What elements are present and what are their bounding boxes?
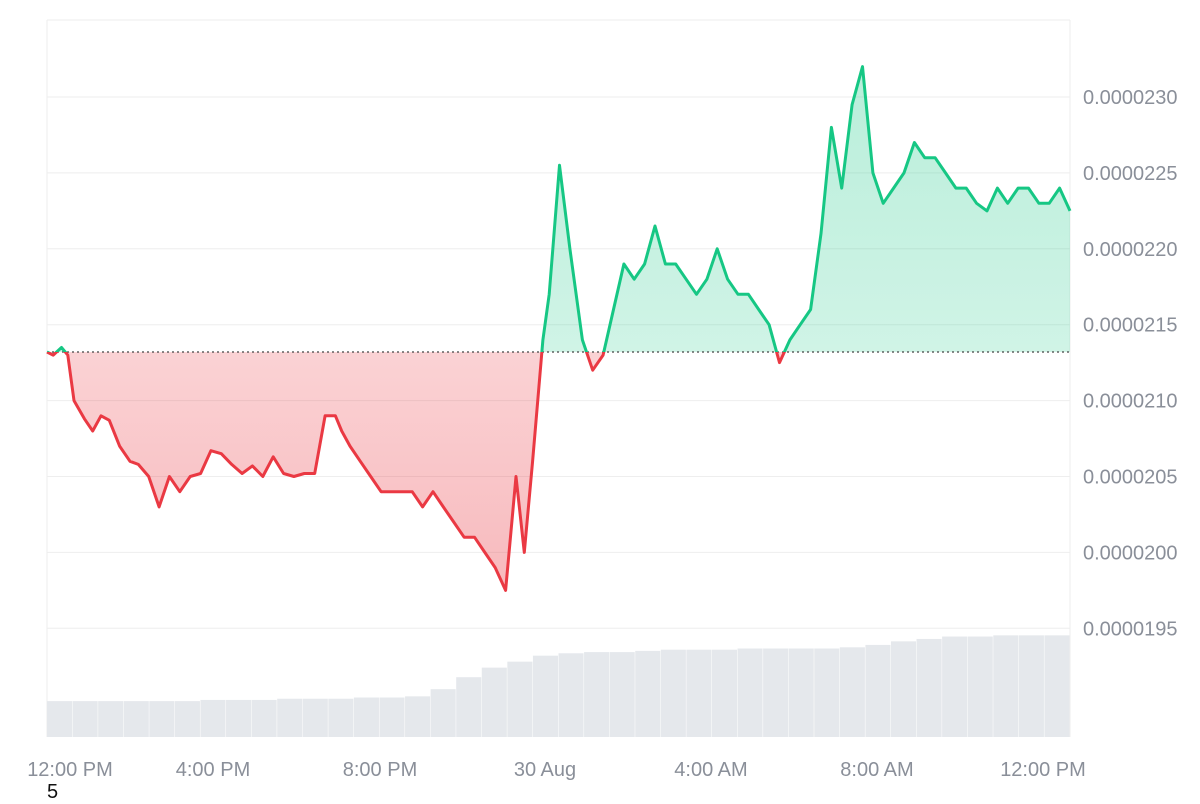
volume-bar bbox=[72, 701, 98, 737]
volume-bar bbox=[660, 649, 686, 737]
x-tick-label: 8:00 PM bbox=[343, 759, 417, 781]
volume-bar bbox=[993, 635, 1019, 737]
volume-bar bbox=[532, 655, 558, 737]
y-tick-label: 0.0000220 bbox=[1083, 239, 1178, 261]
y-tick-label: 0.0000230 bbox=[1083, 87, 1178, 109]
volume-bar bbox=[353, 697, 379, 737]
y-tick-label: 0.0000200 bbox=[1083, 542, 1178, 564]
volume-bar bbox=[737, 648, 763, 737]
price-area bbox=[47, 66, 1070, 591]
volume-bar bbox=[174, 701, 200, 737]
volume-bar bbox=[942, 636, 968, 737]
volume-bar bbox=[507, 661, 533, 737]
volume-bar bbox=[967, 636, 993, 737]
volume-bar bbox=[405, 696, 431, 737]
volume-bar bbox=[584, 652, 610, 737]
volume-bar bbox=[814, 648, 840, 737]
volume-bar bbox=[686, 649, 712, 737]
y-tick-label: 0.0000195 bbox=[1083, 618, 1178, 640]
volume-bar bbox=[123, 701, 149, 737]
volume-bar bbox=[1044, 635, 1070, 737]
y-axis: 0.0000195 0.0000200 0.0000205 0.0000210 0.00… bbox=[1083, 87, 1178, 640]
area-above-baseline bbox=[47, 66, 1070, 353]
volume-bar bbox=[328, 698, 354, 737]
x-tick-label: 30 Aug bbox=[514, 759, 576, 781]
x-tick-label: 8:00 AM bbox=[840, 759, 913, 781]
volume-bar bbox=[379, 697, 405, 737]
x-axis: 12:00 PM 4:00 PM 8:00 PM 30 Aug 4:00 AM 8:00 … bbox=[27, 759, 1086, 781]
y-tick-label: 0.0000215 bbox=[1083, 315, 1178, 337]
volume-bar bbox=[711, 649, 738, 737]
volume-bar bbox=[890, 641, 917, 737]
x-tick-label: 12:00 PM bbox=[1000, 759, 1086, 781]
volume-bar bbox=[200, 699, 226, 737]
x-tick-label: 12:00 PM bbox=[27, 759, 113, 781]
x-tick-label: 4:00 PM bbox=[176, 759, 250, 781]
volume-bar bbox=[481, 667, 507, 737]
volume-bar bbox=[277, 698, 303, 737]
volume-bar bbox=[251, 699, 277, 737]
price-line-up bbox=[46, 65, 1072, 353]
volume-bar bbox=[916, 638, 942, 737]
volume-bar bbox=[763, 648, 789, 737]
x-tick-label: 4:00 AM bbox=[674, 759, 747, 781]
volume-bar bbox=[47, 701, 73, 737]
y-tick-label: 0.0000210 bbox=[1083, 391, 1178, 413]
volume-bar bbox=[1018, 635, 1044, 737]
volume-bar bbox=[788, 648, 814, 737]
area-below-baseline bbox=[47, 352, 785, 591]
volume-bar bbox=[98, 701, 124, 737]
volume-bar bbox=[839, 647, 865, 737]
price-line-down bbox=[46, 352, 786, 592]
volume-bar bbox=[865, 644, 891, 737]
volume-bar bbox=[226, 699, 252, 737]
volume-bar bbox=[302, 698, 328, 737]
volume-bar bbox=[609, 652, 635, 737]
volume-bar bbox=[149, 701, 175, 737]
volume-bar bbox=[635, 650, 661, 737]
volume-bar bbox=[430, 689, 456, 737]
volume-bar bbox=[558, 653, 584, 737]
volume-bars bbox=[47, 635, 1070, 737]
price-line bbox=[46, 65, 1072, 592]
y-tick-label: 0.0000225 bbox=[1083, 163, 1178, 185]
y-tick-label: 0.0000205 bbox=[1083, 467, 1178, 489]
volume-bar bbox=[456, 677, 482, 737]
footnote-label: 5 bbox=[47, 781, 59, 803]
